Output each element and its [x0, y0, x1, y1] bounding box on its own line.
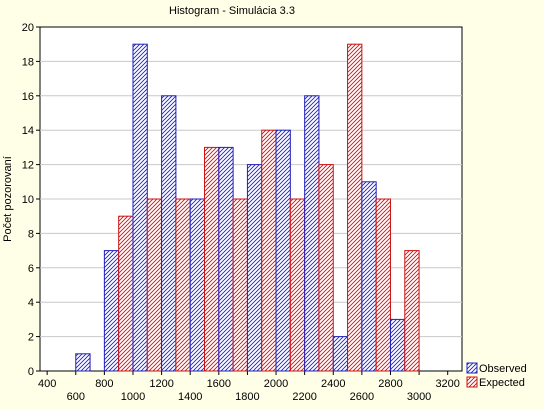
bar-observed — [275, 129, 291, 372]
y-tick-label: 14 — [22, 125, 34, 137]
y-tick-label: 10 — [22, 194, 34, 206]
chart-title: Histogram - Simulácia 3.3 — [169, 5, 295, 17]
y-tick-label: 2 — [28, 332, 34, 344]
x-tick-label: 1000 — [121, 391, 145, 403]
bar-observed — [75, 353, 91, 372]
bar-expected — [375, 198, 391, 372]
bar-observed — [389, 318, 406, 372]
bar-expected — [261, 129, 277, 372]
bar-observed — [189, 198, 206, 372]
x-tick-label: 3200 — [435, 378, 459, 390]
y-tick-label: 16 — [22, 91, 34, 103]
bar-expected — [232, 198, 248, 372]
bars — [75, 43, 420, 372]
x-tick-label: 1600 — [207, 378, 231, 390]
bar-observed — [103, 250, 120, 372]
x-tick-label: 2200 — [292, 391, 316, 403]
y-tick-label: 6 — [28, 263, 34, 275]
bar-observed — [304, 95, 320, 372]
x-tick-label: 2000 — [264, 378, 288, 390]
x-tick-label: 1800 — [235, 391, 259, 403]
x-tick-label: 400 — [38, 378, 56, 390]
x-tick-label: 2800 — [378, 378, 402, 390]
legend: Observed Expected — [466, 362, 527, 389]
legend-swatch-expected — [466, 376, 478, 388]
bar-expected — [318, 164, 334, 372]
bar-observed — [246, 164, 263, 372]
x-axis: 400 800 1200 1600 2000 2400 2800 3200 600 1000 140… — [38, 371, 460, 403]
y-axis: 0 2 4 6 8 10 12 14 16 18 20 — [22, 22, 40, 378]
x-tick-label: 600 — [67, 391, 85, 403]
y-tick-label: 20 — [22, 22, 34, 34]
bar-observed — [361, 181, 377, 372]
bar-expected — [118, 215, 134, 372]
y-tick-label: 12 — [22, 160, 34, 172]
y-axis-label: Počet pozorovaní — [2, 156, 14, 242]
x-tick-label: 800 — [95, 378, 113, 390]
x-tick-label: 1200 — [149, 378, 173, 390]
bar-observed — [332, 336, 349, 372]
y-tick-label: 4 — [28, 297, 34, 309]
y-tick-label: 8 — [28, 228, 34, 240]
bar-expected — [146, 198, 163, 372]
x-tick-label: 1400 — [178, 391, 202, 403]
bar-expected — [289, 198, 306, 372]
bar-expected — [404, 250, 420, 372]
legend-swatch-observed — [466, 362, 478, 374]
y-tick-label: 18 — [22, 56, 34, 68]
x-tick-label: 2400 — [321, 378, 345, 390]
y-tick-label: 0 — [28, 366, 34, 378]
bar-expected — [175, 198, 191, 372]
bar-observed — [218, 146, 234, 372]
bar-expected — [347, 43, 363, 372]
bar-expected — [204, 146, 220, 372]
x-tick-label: 3000 — [407, 391, 431, 403]
bar-observed — [161, 95, 177, 372]
bar-observed — [132, 43, 148, 372]
legend-label-expected: Expected — [479, 377, 525, 389]
legend-label-observed: Observed — [479, 363, 527, 375]
x-tick-label: 2600 — [350, 391, 374, 403]
